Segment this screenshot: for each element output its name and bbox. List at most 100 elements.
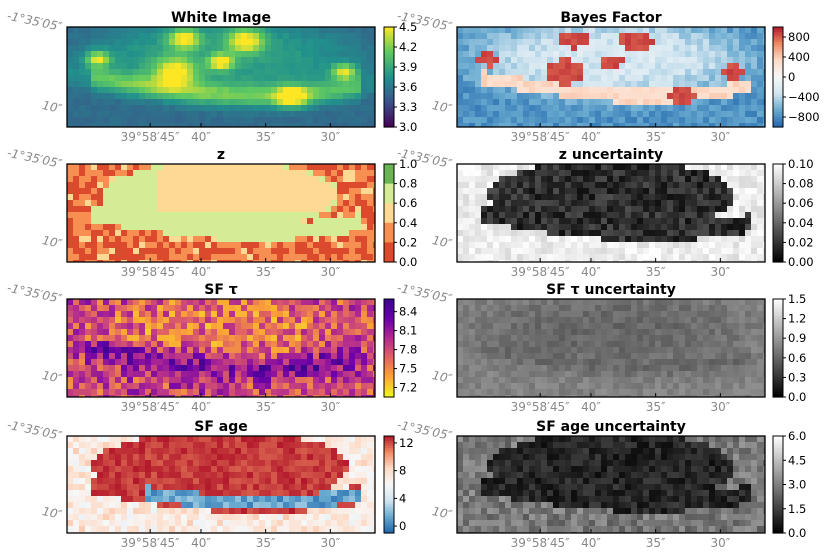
map-cell [607, 323, 614, 330]
map-cell [541, 81, 548, 88]
map-cell [577, 176, 584, 183]
map-cell [649, 117, 656, 124]
map-cell [367, 389, 374, 396]
map-cell [691, 317, 698, 324]
map-cell [313, 260, 320, 262]
map-cell [253, 212, 260, 219]
map-cell [145, 260, 152, 262]
map-cell [67, 27, 74, 34]
map-cell [271, 347, 278, 354]
map-cell [325, 105, 332, 112]
map-cell [121, 395, 128, 397]
map-cell [265, 329, 272, 336]
map-cell [289, 87, 296, 94]
map-cell [127, 39, 134, 46]
map-cell [751, 27, 758, 34]
map-cell [577, 45, 584, 52]
map-cell [577, 87, 584, 94]
map-cell [145, 224, 152, 231]
map-cell [457, 27, 464, 34]
map-cell [493, 111, 500, 118]
map-cell [583, 117, 590, 124]
map-cell [505, 254, 512, 261]
map-cell [679, 33, 686, 40]
map-cell [739, 81, 746, 88]
map-cell [271, 206, 278, 213]
map-cell [745, 45, 752, 52]
map-cell [631, 81, 638, 88]
map-cell [523, 212, 530, 219]
map-cell [571, 323, 578, 330]
map-cell [619, 182, 626, 189]
map-cell [169, 383, 176, 390]
map-cell [355, 99, 362, 106]
map-cell [745, 39, 752, 46]
map-cell [355, 27, 362, 34]
map-cell [709, 305, 716, 312]
ra-tick-label: 30″ [710, 265, 730, 279]
colorbar-segment [384, 335, 394, 339]
colorbar-segment [773, 225, 783, 229]
map-cell [649, 200, 656, 207]
map-cell [139, 33, 146, 40]
map-cell [157, 188, 164, 195]
map-cell [361, 188, 368, 195]
map-cell [739, 311, 746, 318]
map-cell [85, 347, 92, 354]
map-cell [523, 311, 530, 318]
map-cell [97, 170, 104, 177]
map-cell [259, 81, 266, 88]
map-cell [355, 299, 362, 306]
map-cell [331, 224, 338, 231]
map-cell [217, 69, 224, 76]
map-cell [127, 347, 134, 354]
map-cell [79, 383, 86, 390]
map-cell [643, 254, 650, 261]
map-cell [283, 389, 290, 396]
map-cell [91, 242, 98, 249]
map-cell [331, 81, 338, 88]
map-cell [547, 164, 554, 171]
map-cell [223, 45, 230, 52]
map-cell [187, 51, 194, 58]
map-cell [181, 69, 188, 76]
map-cell [127, 170, 134, 177]
map-cell [655, 305, 662, 312]
map-cell [277, 99, 284, 106]
map-cell [475, 182, 482, 189]
map-cell [283, 57, 290, 64]
map-cell [685, 230, 692, 237]
map-cell [475, 39, 482, 46]
map-cell [643, 69, 650, 76]
map-cell [487, 212, 494, 219]
map-cell [193, 236, 200, 243]
map-cell [613, 305, 620, 312]
map-cell [181, 371, 188, 378]
map-cell [253, 182, 260, 189]
map-cell [205, 242, 212, 249]
map-cell [727, 87, 734, 94]
colorbar-segment [384, 328, 394, 332]
map-cell [289, 164, 296, 171]
map-cell [739, 176, 746, 183]
colorbar-segment [384, 352, 394, 356]
map-cell [517, 305, 524, 312]
map-cell [163, 365, 170, 372]
map-cell [475, 236, 482, 243]
map-cell [277, 218, 284, 225]
map-cell [133, 230, 140, 237]
map-cell [469, 194, 476, 201]
panel-title: z uncertainty [559, 147, 663, 163]
map-cell [253, 224, 260, 231]
map-cell [301, 317, 308, 324]
map-cell [613, 93, 620, 100]
map-cell [499, 164, 506, 171]
map-cell [649, 63, 656, 70]
map-cell [565, 242, 572, 249]
map-cell [535, 242, 542, 249]
map-cell [181, 347, 188, 354]
map-cell [625, 51, 632, 58]
colorbar-tick-label: 0.06 [788, 196, 814, 210]
map-cell [673, 170, 680, 177]
colorbar-segment [384, 112, 394, 116]
